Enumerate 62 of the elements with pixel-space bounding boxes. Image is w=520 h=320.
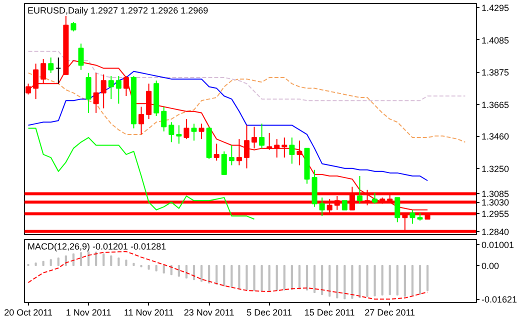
line-series [28,70,428,182]
candlestick [123,75,129,96]
candlestick [48,57,54,74]
candlestick [228,144,234,166]
candlestick [191,123,197,142]
chart-title: MACD(12,26,9) -0.01201 -0.01281 [28,242,166,252]
ref-line-label: 1.3085 [482,189,510,200]
candlestick [108,75,114,100]
candlestick [372,192,378,204]
candlestick [410,209,416,224]
y-tick-label: 0.00 [482,260,500,271]
y-tick-label: 1.3665 [482,100,510,110]
candlestick [184,118,190,140]
x-tick-label: 15 Dec 2011 [304,308,355,318]
candlestick [274,138,280,158]
x-tick-label: 23 Nov 2011 [184,308,234,318]
ref-line-label: 1.3030 [482,198,510,208]
candlestick [78,43,84,70]
candlestick [161,106,167,132]
candlestick [86,72,92,114]
candlestick [146,83,152,120]
candlestick [342,200,348,210]
candlestick [221,150,227,175]
ref-line-label: 1.2955 [482,209,510,220]
candlestick [33,63,39,100]
candlestick [356,176,362,204]
candlestick [319,197,325,217]
y-tick-label: 1.3250 [482,164,510,174]
line-series [28,128,255,220]
line-series [28,251,428,300]
candlestick [214,143,220,162]
candlestick [100,74,106,109]
y-tick-label: 1.4295 [482,3,510,13]
x-tick-label: 20 Oct 2011 [4,308,52,318]
y-tick-label: 0.01001 [482,240,514,250]
candlestick [244,124,250,169]
x-tick-label: 5 Dec 2011 [246,308,292,318]
candlestick [282,137,288,158]
y-tick-label: -0.01621 [482,294,518,305]
candlestick [93,72,99,114]
candlestick [198,123,204,140]
candlestick [116,75,122,104]
y-tick-label: 1.3460 [482,132,510,142]
candlestick [70,22,76,32]
candlestick [289,137,295,164]
chart-title: EURUSD,Daily 1.2927 1.2972 1.2926 1.2969 [28,6,208,16]
candlestick [138,106,144,135]
candlestick [236,138,242,166]
ref-line-label: 1.2840 [482,226,510,237]
y-tick-label: 1.3875 [482,68,510,78]
candlestick [259,123,265,149]
candlestick [56,57,62,84]
candlestick [394,197,400,223]
candlestick [252,126,258,149]
candlestick [266,132,272,150]
candlestick [296,140,302,166]
x-tick-label: 1 Nov 2011 [66,308,112,318]
x-tick-label: 11 Nov 2011 [124,308,174,318]
x-tick-label: 27 Dec 2011 [364,308,416,318]
candlestick [176,124,182,144]
y-tick-label: 1.4085 [482,35,510,46]
candlestick [168,122,174,143]
